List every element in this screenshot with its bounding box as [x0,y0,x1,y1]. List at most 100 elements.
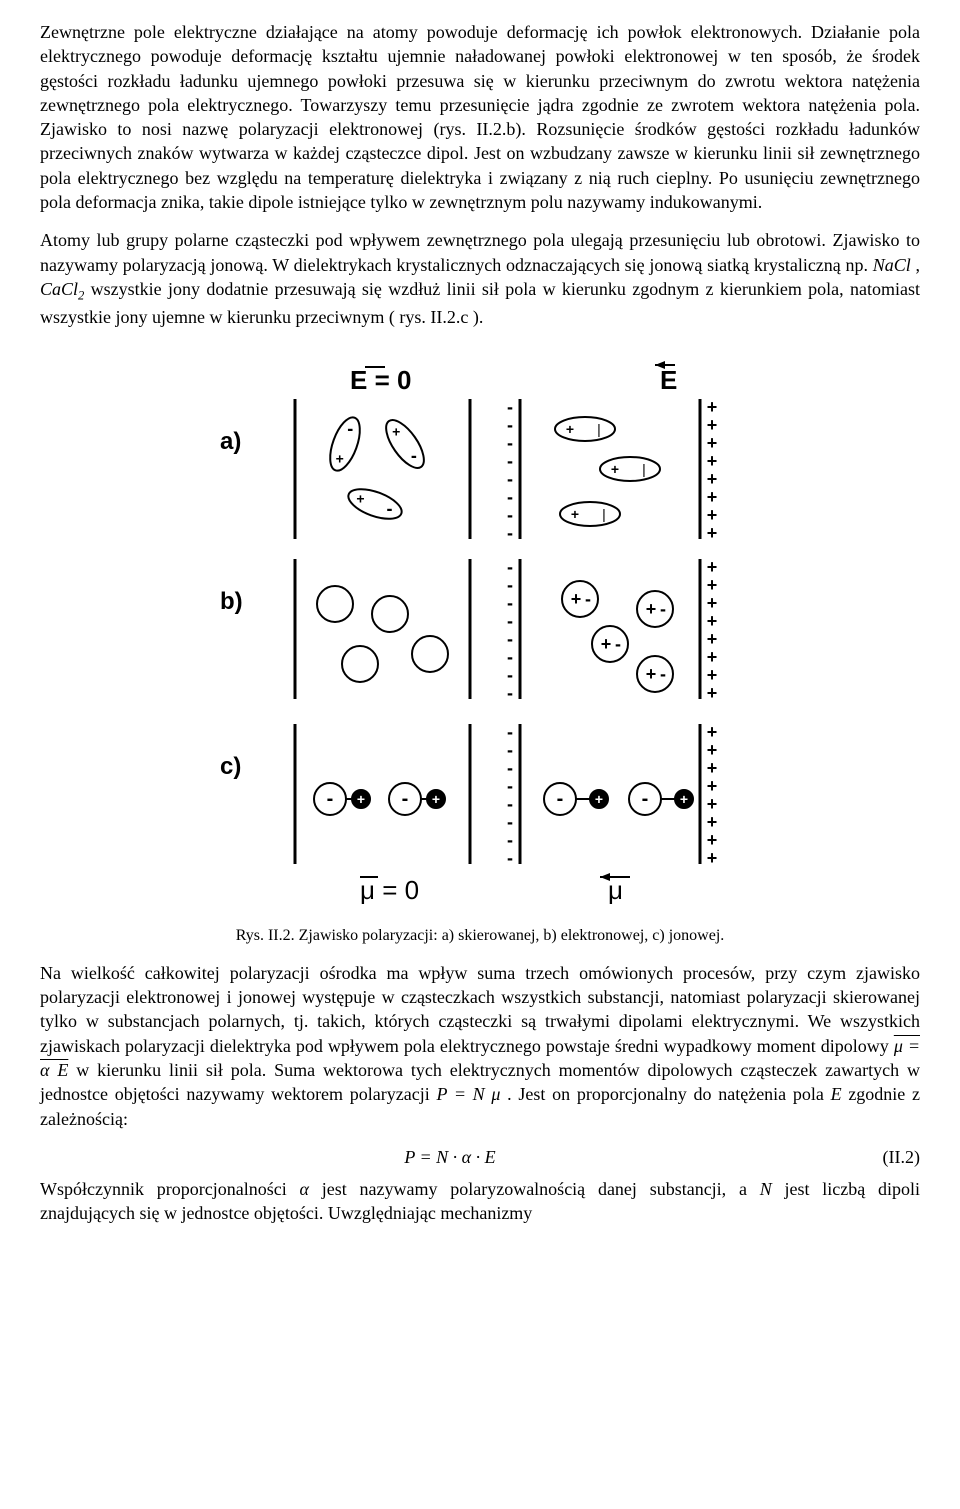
svg-text:-: - [507,665,513,685]
svg-text:|: | [597,421,601,437]
svg-text:+: + [571,589,582,609]
svg-text:-: - [507,812,513,832]
svg-text:+: + [707,740,718,760]
svg-text:-: - [507,758,513,778]
svg-text:-: - [347,418,353,438]
svg-text:-: - [507,523,513,543]
svg-text:+: + [707,397,718,417]
svg-text:+: + [707,722,718,742]
equation-number: (II.2) [860,1145,920,1169]
svg-text:+: + [601,634,612,654]
svg-text:|: | [642,461,646,477]
svg-text:-: - [507,433,513,453]
svg-text:|: | [602,506,606,522]
p2-b: wszystkie jony dodatnie przesuwają się w… [40,279,920,327]
svg-text:-: - [507,629,513,649]
e-inline: E [831,1084,842,1104]
equation: P = N · α · E [40,1145,860,1169]
equation-row: P = N · α · E (II.2) [40,1145,920,1169]
svg-text:+: + [356,491,364,507]
svg-text:-: - [557,788,564,810]
svg-text:-: - [615,634,621,654]
paragraph-3: Na wielkość całkowitej polaryzacji ośrod… [40,961,920,1131]
p-eq-inline: P = N μ [436,1084,500,1104]
svg-text:-: - [507,575,513,595]
n-inline: N [760,1179,772,1199]
svg-text:E = 0: E = 0 [350,365,411,395]
svg-text:-: - [507,505,513,525]
svg-text:a): a) [220,428,241,455]
svg-text:c): c) [220,753,241,780]
paragraph-2: Atomy lub grupy polarne cząsteczki pod w… [40,228,920,328]
svg-text:-: - [411,445,417,465]
svg-text:-: - [507,722,513,742]
paragraph-4: Współczynnik proporcjonalności α jest na… [40,1177,920,1226]
svg-text:-: - [507,740,513,760]
svg-text:+: + [571,506,579,522]
svg-text:+: + [707,433,718,453]
svg-text:+: + [707,593,718,613]
nacl: NaCl [873,255,911,275]
svg-text:-: - [507,794,513,814]
svg-text:-: - [507,469,513,489]
svg-text:+: + [707,415,718,435]
svg-text:-: - [327,788,334,810]
svg-text:+: + [357,791,365,807]
svg-text:+: + [611,461,619,477]
svg-text:+: + [707,665,718,685]
svg-text:-: - [402,788,409,810]
svg-text:+: + [707,557,718,577]
svg-text:μ = 0: μ = 0 [360,875,419,905]
svg-text:-: - [507,415,513,435]
svg-text:+: + [707,469,718,489]
svg-text:-: - [507,593,513,613]
svg-text:-: - [660,664,666,684]
svg-text:+: + [707,487,718,507]
svg-text:+: + [707,647,718,667]
svg-text:b): b) [220,588,243,615]
svg-text:+: + [646,599,657,619]
svg-text:E: E [660,365,677,395]
svg-text:+: + [707,629,718,649]
svg-text:μ: μ [608,875,623,905]
svg-text:-: - [642,788,649,810]
svg-text:+: + [707,505,718,525]
svg-text:+: + [707,758,718,778]
svg-text:+: + [646,664,657,684]
p2-a: Atomy lub grupy polarne cząsteczki pod w… [40,230,920,274]
svg-text:+: + [680,791,688,807]
svg-text:-: - [507,611,513,631]
svg-text:+: + [336,450,344,466]
svg-text:+: + [707,683,718,703]
p4-a: Współczynnik proporcjonalności [40,1179,299,1199]
cacl2: CaCl2 [40,279,84,299]
svg-text:+: + [707,776,718,796]
svg-text:+: + [707,611,718,631]
svg-text:+: + [707,451,718,471]
p2-sep: , [916,255,921,275]
svg-text:-: - [507,397,513,417]
svg-text:-: - [507,451,513,471]
svg-text:+: + [432,791,440,807]
svg-text:+: + [707,575,718,595]
svg-text:-: - [660,599,666,619]
paragraph-1: Zewnętrzne pole elektryczne działające n… [40,20,920,214]
svg-text:-: - [507,647,513,667]
svg-text:+: + [595,791,603,807]
alpha-inline: α [299,1179,308,1199]
svg-text:+: + [707,848,718,868]
svg-text:+: + [707,794,718,814]
figure-caption: Rys. II.2. Zjawisko polaryzacji: a) skie… [40,925,920,947]
svg-text:-: - [585,589,591,609]
svg-text:-: - [507,683,513,703]
p3-c: . Jest on proporcjonalny do natężenia po… [507,1084,830,1104]
svg-text:+: + [566,421,574,437]
svg-text:-: - [507,557,513,577]
svg-text:-: - [507,830,513,850]
svg-text:-: - [507,776,513,796]
svg-text:+: + [707,523,718,543]
figure-ii-2: E = 0Ea)-+-+-+-+-+-+-+-++-+-+-+|+|+|b)-+… [40,349,920,915]
svg-text:-: - [507,848,513,868]
svg-text:-: - [507,487,513,507]
svg-text:+: + [707,812,718,832]
